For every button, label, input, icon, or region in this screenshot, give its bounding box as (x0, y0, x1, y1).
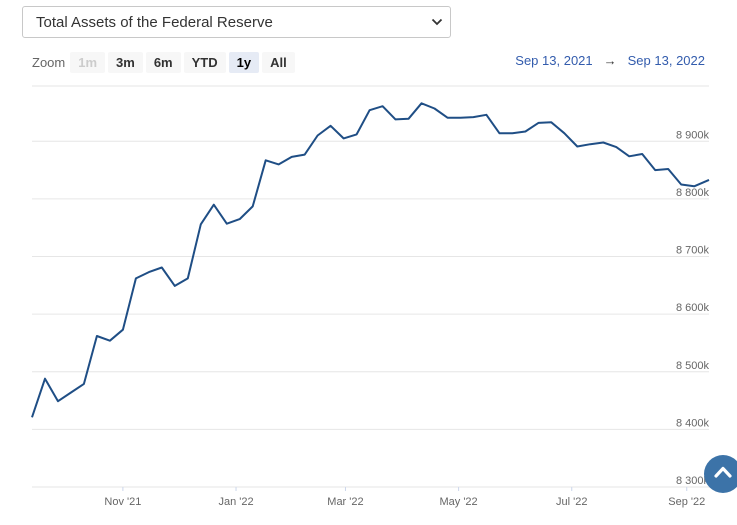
date-range: Sep 13, 2021 → Sep 13, 2022 (515, 53, 705, 68)
series-select-value: Total Assets of the Federal Reserve (36, 13, 273, 31)
y-tick-label: 8 900k (676, 129, 710, 141)
y-tick-label: 8 600k (676, 302, 710, 314)
zoom-1m-button[interactable]: 1m (70, 51, 106, 73)
zoom-bar: Zoom 1m 3m 6m YTD 1y All (32, 51, 298, 73)
x-tick-label: Jan '22 (218, 496, 253, 508)
x-tick-label: Sep '22 (668, 496, 705, 508)
y-tick-label: 8 400k (676, 417, 710, 429)
y-tick-label: 8 300k (676, 475, 710, 487)
x-tick-label: Jul '22 (556, 496, 587, 508)
range-arrow: → (603, 53, 617, 68)
x-tick-label: May '22 (440, 496, 478, 508)
zoom-label: Zoom (32, 54, 66, 70)
scroll-to-top-button[interactable] (704, 455, 737, 493)
y-tick-label: 8 700k (676, 245, 710, 257)
x-tick-label: Nov '21 (104, 496, 141, 508)
zoom-1y-button[interactable]: 1y (228, 51, 260, 73)
range-to-date[interactable]: Sep 13, 2022 (627, 53, 705, 68)
zoom-6m-button[interactable]: 6m (145, 51, 181, 73)
series-line (31, 102, 710, 418)
y-axis-ticks: 8 300k 8 400k 8 500k 8 600k 8 700k 8 800k 8 90… (676, 129, 710, 487)
zoom-3m-button[interactable]: 3m (108, 51, 143, 73)
x-axis-ticks: Nov '21 Jan '22 Mar '22 May '22 Jul '22 Sep '… (104, 487, 705, 508)
chevron-down-icon (424, 18, 450, 26)
range-from-date[interactable]: Sep 13, 2021 (515, 53, 593, 68)
y-tick-label: 8 500k (676, 360, 710, 372)
grid-lines (32, 85, 709, 488)
y-tick-label: 8 800k (676, 187, 710, 199)
chevron-up-icon (713, 465, 733, 484)
zoom-ytd-button[interactable]: YTD (183, 51, 226, 73)
x-tick-label: Mar '22 (327, 496, 363, 508)
series-select[interactable]: Total Assets of the Federal Reserve (22, 6, 451, 38)
zoom-all-button[interactable]: All (262, 51, 295, 73)
